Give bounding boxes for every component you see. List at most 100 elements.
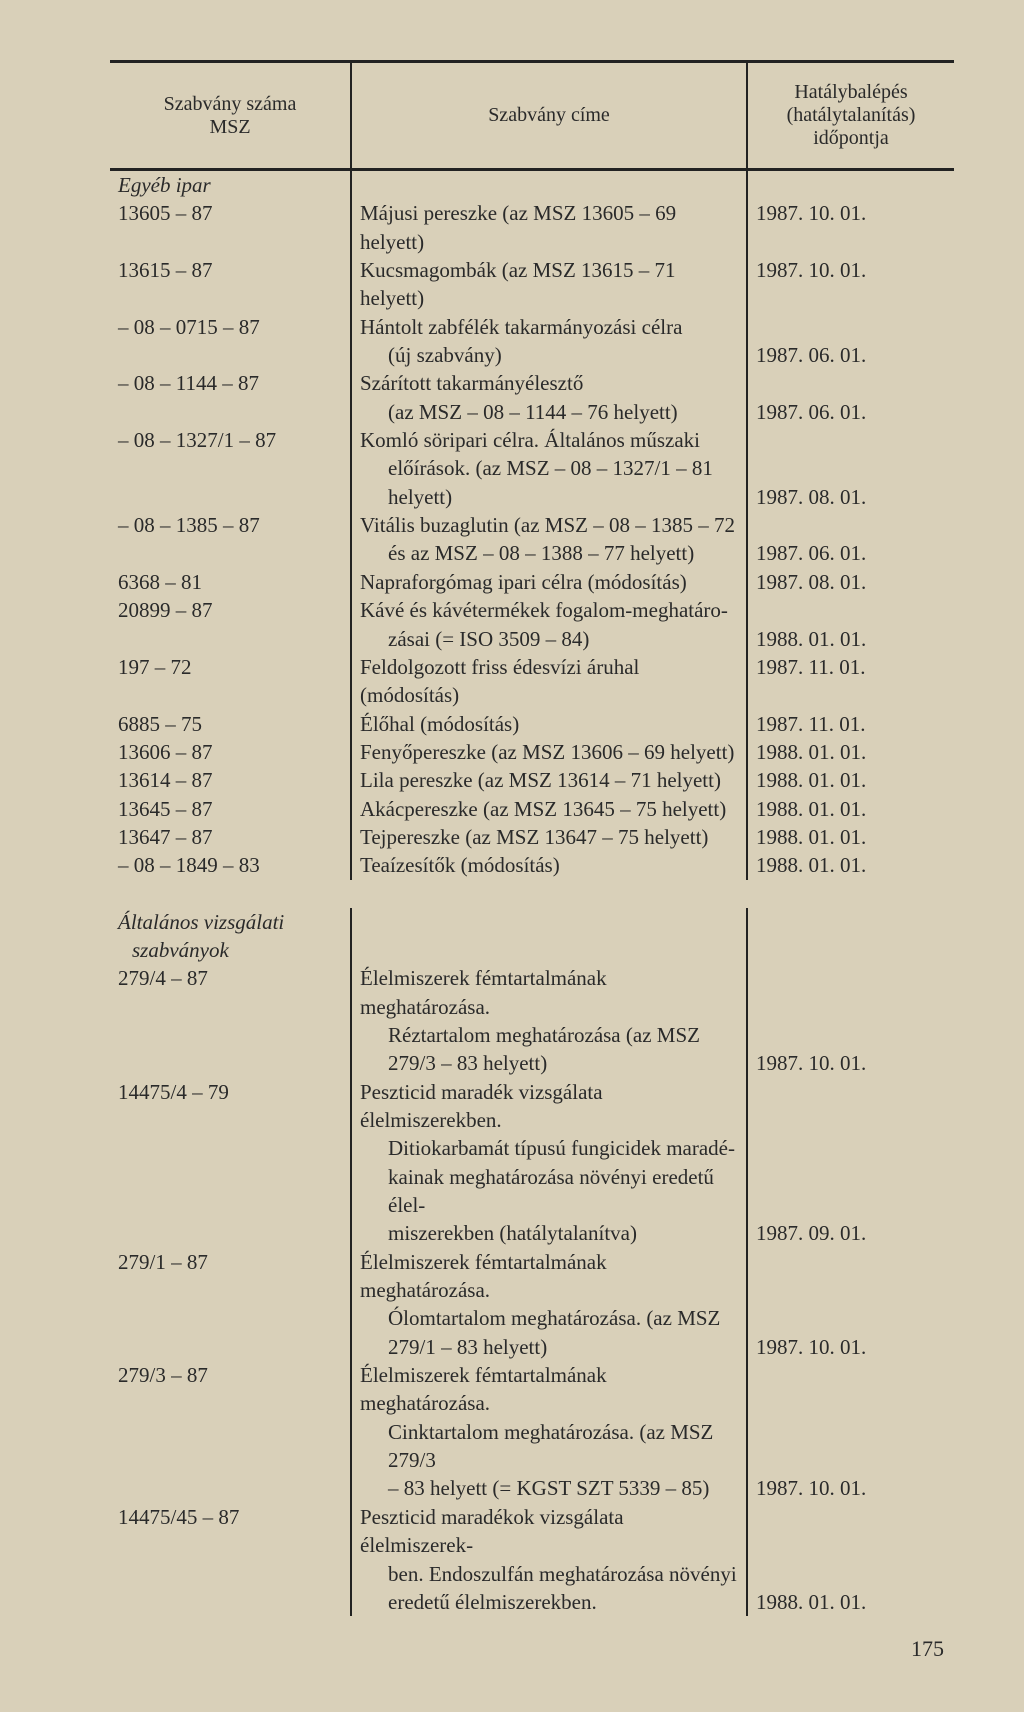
msz-cell <box>110 625 351 653</box>
header-text: Szabvány száma <box>164 93 297 115</box>
table-row: 197 – 72Feldolgozott friss édesvízi áruh… <box>110 653 954 710</box>
date-cell <box>747 1021 954 1049</box>
msz-cell: 13605 – 87 <box>110 199 351 256</box>
header-text: (hatálytalanítás) <box>787 104 916 126</box>
date-cell: 1987. 10. 01. <box>747 199 954 256</box>
msz-cell: 197 – 72 <box>110 653 351 710</box>
title-text: zásai (= ISO 3509 – 84) <box>360 625 738 653</box>
section-title: szabványok <box>110 936 351 964</box>
date-cell: 1988. 01. 01. <box>747 851 954 879</box>
title-text: ben. Endoszulfán meghatározása növényi <box>360 1560 738 1588</box>
date-cell <box>747 1560 954 1588</box>
title-text: kainak meghatározása növényi eredetű éle… <box>360 1163 738 1220</box>
title-cell: 279/3 – 83 helyett) <box>351 1049 747 1077</box>
title-cell: zásai (= ISO 3509 – 84) <box>351 625 747 653</box>
table-row: 13615 – 87Kucsmagombák (az MSZ 13615 – 7… <box>110 256 954 313</box>
table-row: 14475/4 – 79Peszticid maradék vizsgálata… <box>110 1078 954 1135</box>
title-cell: Peszticid maradékok vizsgálata élelmisze… <box>351 1503 747 1560</box>
date-cell <box>747 426 954 454</box>
title-text: és az MSZ – 08 – 1388 – 77 helyett) <box>360 539 738 567</box>
title-cell: eredetű élelmiszerekben. <box>351 1588 747 1616</box>
title-cell: Réztartalom meghatározása (az MSZ <box>351 1021 747 1049</box>
table-row: – 08 – 0715 – 87Hántolt zabfélék takarmá… <box>110 313 954 341</box>
msz-cell: 13614 – 87 <box>110 766 351 794</box>
title-text: Ólomtartalom meghatározása. (az MSZ <box>360 1304 738 1332</box>
date-cell <box>747 1418 954 1475</box>
title-cell: Élelmiszerek fémtartalmának meghatározás… <box>351 1248 747 1305</box>
title-cell: előírások. (az MSZ – 08 – 1327/1 – 81 <box>351 454 747 482</box>
table-row: 279/3 – 87Élelmiszerek fémtartalmának me… <box>110 1361 954 1418</box>
date-cell: 1988. 01. 01. <box>747 738 954 766</box>
msz-cell: 14475/45 – 87 <box>110 1503 351 1560</box>
table-row: 279/3 – 83 helyett)1987. 10. 01. <box>110 1049 954 1077</box>
spacer-row <box>110 1616 954 1644</box>
msz-cell: – 08 – 1144 – 87 <box>110 369 351 397</box>
page: Szabvány száma MSZ Szabvány címe Hatályb… <box>0 0 1024 1712</box>
msz-cell <box>110 1304 351 1332</box>
title-text: eredetű élelmiszerekben. <box>360 1588 738 1616</box>
title-cell: (új szabvány) <box>351 341 747 369</box>
msz-cell: 279/3 – 87 <box>110 1361 351 1418</box>
section-row: Egyéb ipar <box>110 170 954 200</box>
date-cell: 1987. 10. 01. <box>747 256 954 313</box>
msz-cell: 13645 – 87 <box>110 795 351 823</box>
title-cell: 279/1 – 83 helyett) <box>351 1333 747 1361</box>
title-cell: és az MSZ – 08 – 1388 – 77 helyett) <box>351 539 747 567</box>
title-cell: kainak meghatározása növényi eredetű éle… <box>351 1163 747 1220</box>
standards-table: Szabvány száma MSZ Szabvány címe Hatályb… <box>110 60 954 1672</box>
title-cell: Teaízesítők (módosítás) <box>351 851 747 879</box>
msz-cell <box>110 1021 351 1049</box>
date-cell: 1987. 08. 01. <box>747 568 954 596</box>
spacer-row <box>110 880 954 908</box>
date-cell <box>747 1503 954 1560</box>
date-cell <box>747 1134 954 1162</box>
msz-cell: 279/4 – 87 <box>110 964 351 1021</box>
table-row: 279/1 – 87Élelmiszerek fémtartalmának me… <box>110 1248 954 1305</box>
spacer-row <box>110 1644 954 1672</box>
table-row: és az MSZ – 08 – 1388 – 77 helyett)1987.… <box>110 539 954 567</box>
title-text: előírások. (az MSZ – 08 – 1327/1 – 81 <box>360 454 738 482</box>
title-text: Réztartalom meghatározása (az MSZ <box>360 1021 738 1049</box>
table-row: helyett)1987. 08. 01. <box>110 483 954 511</box>
table-row: Ditiokarbamát típusú fungicidek maradé- <box>110 1134 954 1162</box>
table-row: 14475/45 – 87Peszticid maradékok vizsgál… <box>110 1503 954 1560</box>
date-cell: 1987. 10. 01. <box>747 1474 954 1502</box>
table-row: miszerekben (hatálytalanítva)1987. 09. 0… <box>110 1219 954 1247</box>
date-cell: 1988. 01. 01. <box>747 823 954 851</box>
title-cell: Komló söripari célra. Általános műszaki <box>351 426 747 454</box>
date-cell <box>747 964 954 1021</box>
msz-cell: 14475/4 – 79 <box>110 1078 351 1135</box>
title-cell: Peszticid maradék vizsgálata élelmiszere… <box>351 1078 747 1135</box>
title-cell: Élelmiszerek fémtartalmának meghatározás… <box>351 964 747 1021</box>
date-cell <box>747 1248 954 1305</box>
title-cell: Élőhal (módosítás) <box>351 710 747 738</box>
table-row: 13614 – 87Lila pereszke (az MSZ 13614 – … <box>110 766 954 794</box>
title-text: 279/1 – 83 helyett) <box>360 1333 738 1361</box>
table-row: 13647 – 87Tejpereszke (az MSZ 13647 – 75… <box>110 823 954 851</box>
table-row: Réztartalom meghatározása (az MSZ <box>110 1021 954 1049</box>
table-body-egyeb-ipar: 13605 – 87Májusi pereszke (az MSZ 13605 … <box>110 199 954 879</box>
date-cell: 1988. 01. 01. <box>747 625 954 653</box>
table-row: 6368 – 81Napraforgómag ipari célra (módo… <box>110 568 954 596</box>
title-cell: Cinktartalom meghatározása. (az MSZ 279/… <box>351 1418 747 1475</box>
table-row: 13606 – 87Fenyőpereszke (az MSZ 13606 – … <box>110 738 954 766</box>
msz-cell: 13647 – 87 <box>110 823 351 851</box>
date-cell: 1987. 11. 01. <box>747 710 954 738</box>
title-cell: (az MSZ – 08 – 1144 – 76 helyett) <box>351 398 747 426</box>
title-text: Ditiokarbamát típusú fungicidek maradé- <box>360 1134 738 1162</box>
table-row: eredetű élelmiszerekben.1988. 01. 01. <box>110 1588 954 1616</box>
title-text: – 83 helyett (= KGST SZT 5339 – 85) <box>360 1474 738 1502</box>
msz-cell <box>110 483 351 511</box>
title-cell: Tejpereszke (az MSZ 13647 – 75 helyett) <box>351 823 747 851</box>
msz-cell: – 08 – 1385 – 87 <box>110 511 351 539</box>
date-cell <box>747 1163 954 1220</box>
date-cell: 1987. 08. 01. <box>747 483 954 511</box>
title-cell: Napraforgómag ipari célra (módosítás) <box>351 568 747 596</box>
date-cell <box>747 369 954 397</box>
title-cell: Kávé és kávétermékek fogalom-meghatáro- <box>351 596 747 624</box>
table-row: – 08 – 1385 – 87Vitális buzaglutin (az M… <box>110 511 954 539</box>
section-title: Egyéb ipar <box>110 170 351 200</box>
msz-cell <box>110 398 351 426</box>
table-row: zásai (= ISO 3509 – 84) 1988. 01. 01. <box>110 625 954 653</box>
msz-cell <box>110 1588 351 1616</box>
